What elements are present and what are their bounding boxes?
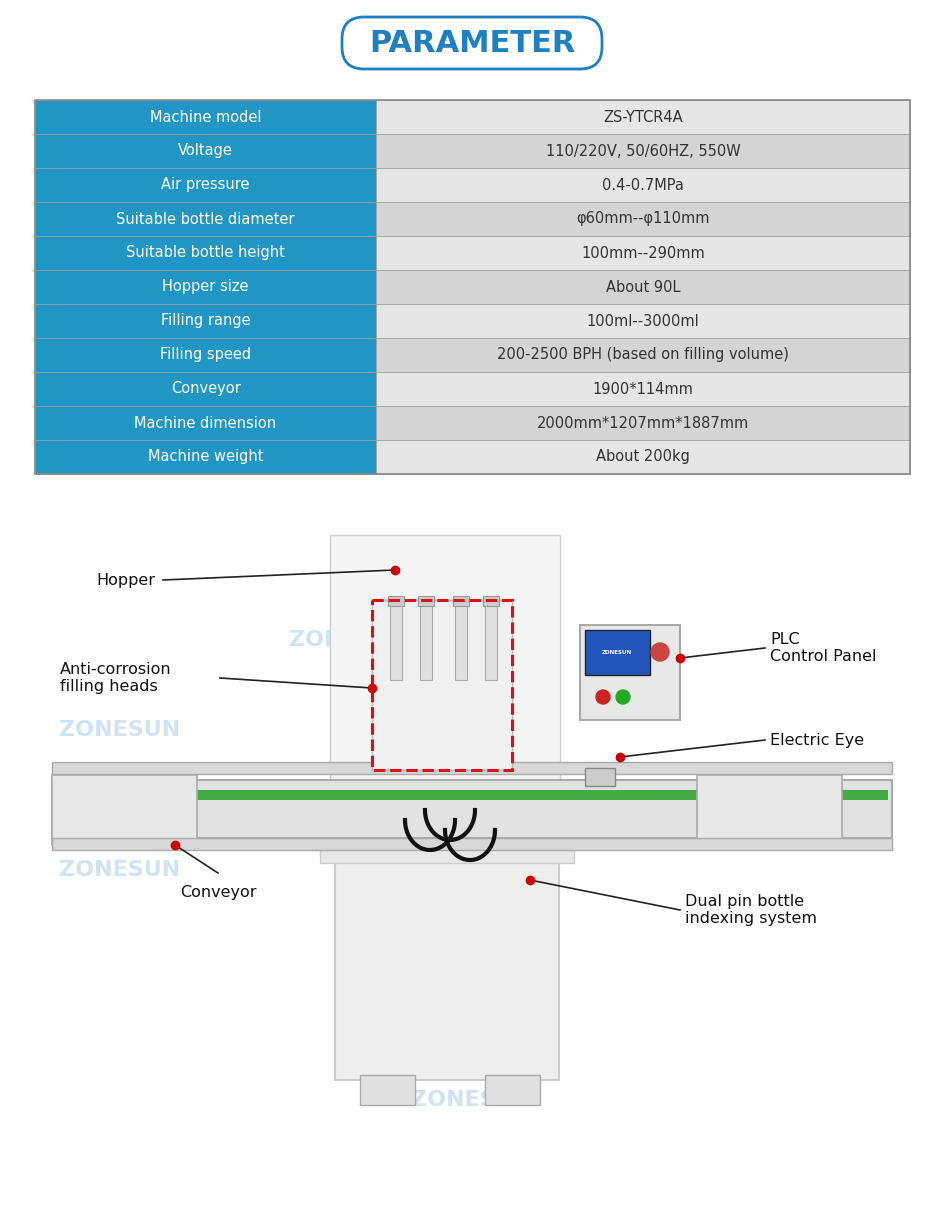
Bar (35, 440, 376, 474)
Text: 100ml--3000ml: 100ml--3000ml (586, 314, 700, 329)
Bar (35, 202, 376, 236)
Text: 0.4-0.7MPa: 0.4-0.7MPa (602, 178, 684, 193)
Text: ZS-YTCR4A: ZS-YTCR4A (603, 109, 683, 124)
Bar (376, 304, 910, 337)
Text: Suitable bottle diameter: Suitable bottle diameter (116, 211, 295, 227)
Bar (418, 596, 434, 606)
Bar (376, 406, 910, 440)
Text: About 90L: About 90L (606, 280, 681, 294)
Bar (376, 372, 910, 406)
Bar (376, 202, 910, 236)
Text: Conveyor: Conveyor (171, 382, 241, 396)
Text: ZONESUN: ZONESUN (290, 629, 411, 650)
Bar (580, 625, 680, 720)
Text: Voltage: Voltage (178, 144, 233, 158)
Text: φ60mm--φ110mm: φ60mm--φ110mm (576, 211, 710, 227)
Text: Filling range: Filling range (160, 314, 250, 329)
Bar (360, 1075, 415, 1106)
Bar (376, 236, 910, 270)
Bar (372, 600, 512, 771)
Bar (697, 775, 842, 845)
Text: Anti-corrosion
filling heads: Anti-corrosion filling heads (60, 661, 172, 694)
Text: Machine model: Machine model (150, 109, 261, 124)
Circle shape (616, 690, 630, 704)
Text: Filling speed: Filling speed (160, 347, 251, 362)
Text: 2000mm*1207mm*1887mm: 2000mm*1207mm*1887mm (537, 416, 750, 431)
Text: About 200kg: About 200kg (596, 449, 690, 465)
Text: Electric Eye: Electric Eye (770, 733, 864, 747)
Bar (420, 600, 432, 680)
Text: 1900*114mm: 1900*114mm (593, 382, 694, 396)
Bar (52, 775, 197, 845)
Text: Air pressure: Air pressure (161, 178, 250, 193)
Bar (35, 304, 376, 337)
Bar (320, 848, 574, 863)
Bar (52, 762, 892, 774)
Bar (35, 270, 376, 304)
Text: Hopper size: Hopper size (162, 280, 249, 294)
Text: 100mm--290mm: 100mm--290mm (582, 245, 705, 260)
Bar (485, 600, 497, 680)
Text: ZONESUN: ZONESUN (59, 860, 180, 880)
Text: ZONESUN: ZONESUN (602, 649, 632, 654)
Bar (455, 600, 467, 680)
Bar (376, 270, 910, 304)
Bar (390, 600, 402, 680)
Bar (35, 236, 376, 270)
Bar (376, 440, 910, 474)
Bar (376, 337, 910, 372)
Text: Suitable bottle height: Suitable bottle height (126, 245, 285, 260)
FancyBboxPatch shape (342, 17, 602, 69)
Bar (372, 600, 512, 771)
Circle shape (596, 690, 610, 704)
Bar (35, 134, 376, 168)
Bar (35, 406, 376, 440)
Text: PLC
Control Panel: PLC Control Panel (770, 632, 876, 664)
Text: Machine weight: Machine weight (148, 449, 263, 465)
Text: 110/220V, 50/60HZ, 550W: 110/220V, 50/60HZ, 550W (546, 144, 740, 158)
Bar (35, 99, 376, 134)
Bar (388, 596, 404, 606)
Text: Dual pin bottle
indexing system: Dual pin bottle indexing system (685, 893, 817, 926)
Bar (330, 535, 560, 810)
Bar (376, 134, 910, 168)
Bar (485, 1075, 540, 1106)
Text: Machine dimension: Machine dimension (134, 416, 277, 431)
Bar (483, 596, 499, 606)
Bar (585, 629, 650, 675)
Bar (376, 168, 910, 202)
Bar (335, 855, 559, 1080)
Text: PARAMETER: PARAMETER (369, 28, 575, 58)
Circle shape (651, 643, 669, 661)
Bar (453, 596, 469, 606)
Bar (35, 372, 376, 406)
Text: Conveyor: Conveyor (179, 886, 256, 901)
Text: Hopper: Hopper (96, 573, 155, 588)
Bar (35, 99, 910, 474)
Bar (376, 99, 910, 134)
Text: ZONESUN: ZONESUN (59, 720, 180, 740)
Bar (35, 168, 376, 202)
Bar (52, 838, 892, 850)
Text: 200-2500 BPH (based on filling volume): 200-2500 BPH (based on filling volume) (497, 347, 789, 362)
Bar (52, 780, 892, 838)
Bar (585, 768, 615, 787)
Bar (35, 337, 376, 372)
Text: ZONESUN: ZONESUN (412, 1090, 532, 1110)
Bar (56, 790, 888, 800)
